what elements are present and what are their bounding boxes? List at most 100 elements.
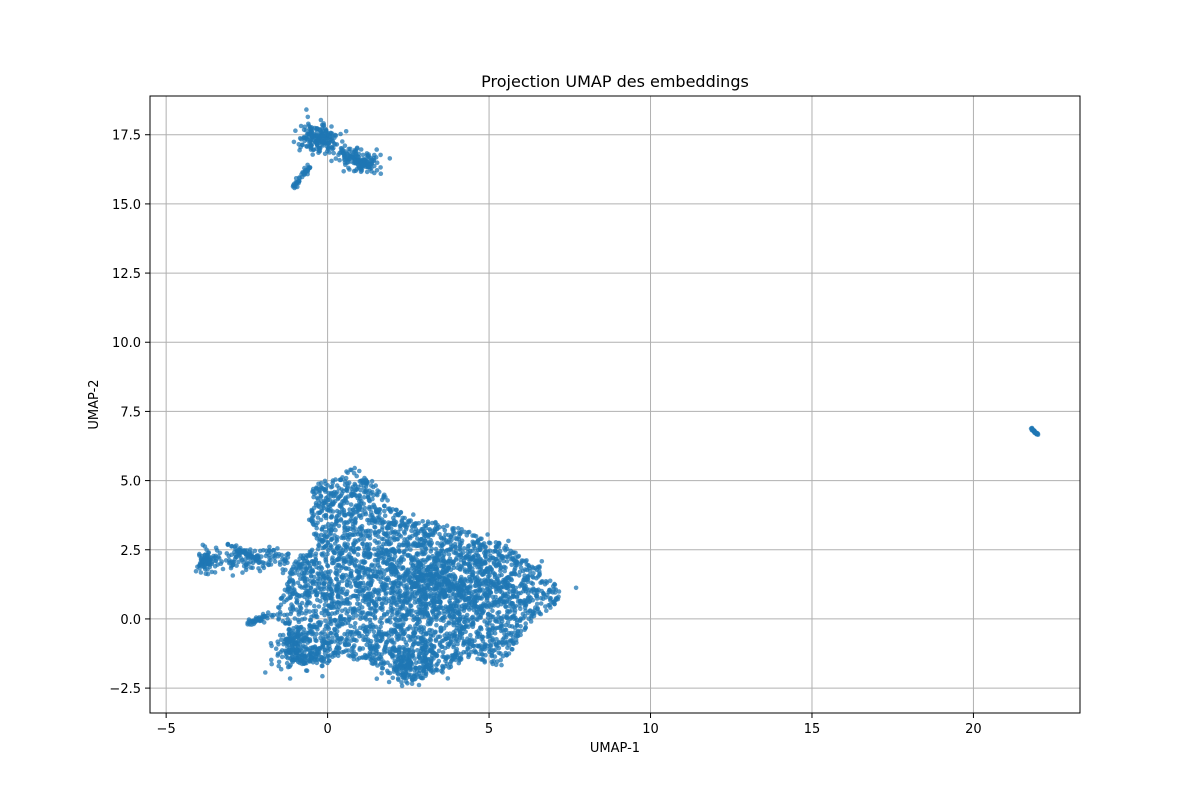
scatter-point [427,641,433,647]
scatter-point [454,646,460,652]
scatter-point [456,530,462,536]
scatter-point [383,590,389,595]
scatter-point [355,546,361,551]
grid [150,96,1080,713]
scatter-point [437,532,442,537]
scatter-point [428,542,434,548]
scatter-point [205,571,211,577]
scatter-point [474,643,480,649]
scatter-point [304,584,309,589]
scatter-point [409,681,415,686]
scatter-point [385,660,390,665]
scatter-point [410,642,416,647]
scatter-point [416,604,421,610]
scatter-point [544,580,550,585]
scatter-point [320,126,325,132]
scatter-point [392,658,398,664]
scatter-point [322,136,328,141]
scatter-point [331,525,336,530]
scatter-point [416,659,422,664]
scatter-point [305,600,310,606]
scatter-point [310,152,316,157]
scatter-point [498,566,503,571]
scatter-point [319,142,325,147]
scatter-point [407,575,413,580]
scatter-point [519,581,524,587]
scatter-point [315,126,320,131]
scatter-point [400,623,406,628]
scatter-point [379,620,385,626]
scatter-point [509,562,514,568]
scatter-point [309,126,314,131]
scatter-point [228,565,234,571]
scatter-point [409,636,414,641]
scatter-point [395,676,401,681]
scatter-point [322,533,327,539]
scatter-point [346,614,352,620]
scatter-point [433,604,439,610]
scatter-point [329,611,335,616]
scatter-point [469,600,474,606]
scatter-point [422,590,428,596]
scatter-point [305,169,311,174]
scatter-point [501,600,507,605]
scatter-point [291,183,296,188]
scatter-point [301,627,307,632]
scatter-point [365,517,370,523]
scatter-point [407,624,413,629]
scatter-point [471,541,476,546]
scatter-point [436,587,442,593]
scatter-point [410,574,416,579]
scatter-point [314,631,319,637]
scatter-point [200,542,206,548]
scatter-point [402,658,408,664]
scatter-point [308,585,314,591]
scatter-point [440,666,446,672]
scatter-point [246,561,251,567]
scatter-point [320,642,325,648]
scatter-point [318,493,324,499]
scatter-point [503,627,509,633]
scatter-point [442,645,448,651]
scatter-point [508,583,513,589]
scatter-point [326,595,332,601]
scatter-point [503,543,509,549]
scatter-point [403,572,409,578]
scatter-point [343,149,348,154]
scatter-point [493,594,498,600]
scatter-point [442,552,447,557]
scatter-point [379,582,385,588]
scatter-point [339,636,345,642]
scatter-point [473,580,479,585]
scatter-point [423,639,428,645]
scatter-point [419,558,424,563]
scatter-point [332,650,338,655]
scatter-point [268,641,274,646]
scatter-point [474,610,479,616]
scatter-point [295,659,301,665]
scatter-point [339,578,345,584]
scatter-point [445,655,451,660]
scatter-point [459,527,464,532]
scatter-point [476,577,482,582]
scatter-point [372,616,378,621]
scatter-point [358,616,363,621]
scatter-point [474,616,479,622]
scatter-point [280,570,286,576]
scatter-point [450,527,455,532]
scatter-point [416,641,421,647]
scatter-point [219,559,224,564]
scatter-point [229,543,235,549]
scatter-point [393,668,399,673]
scatter-point [338,546,344,551]
scatter-point [436,648,442,654]
scatter-point [391,627,397,633]
y-tick-label: 15.0 [112,198,141,213]
scatter-point [506,651,512,656]
scatter-point [398,523,404,528]
scatter-point [500,653,506,659]
scatter-point [439,570,444,575]
scatter-point [303,644,308,650]
scatter-point [316,150,321,155]
scatter-point [464,533,470,538]
